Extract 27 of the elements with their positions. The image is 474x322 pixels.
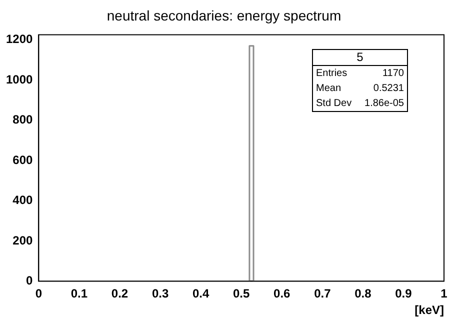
y-tick-label: 600 xyxy=(12,152,34,167)
x-tick-label: 0.2 xyxy=(111,286,128,301)
y-tick-label: 0 xyxy=(26,274,34,288)
annotation: 1.86e-05 xyxy=(364,97,404,110)
annotation: Mean xyxy=(316,82,342,95)
x-tick-label: 0.3 xyxy=(152,286,169,301)
y-tick-label: 1000 xyxy=(6,72,34,86)
y-tick-label: 1200 xyxy=(6,32,34,46)
x-tick-label: 0.9 xyxy=(395,286,412,301)
x-tick-label: 0.6 xyxy=(274,286,291,301)
y-tick-label: 200 xyxy=(12,233,34,248)
annotation: 5 xyxy=(313,50,407,66)
x-tick-label: 0.5 xyxy=(233,286,250,301)
x-tick-label: 0.1 xyxy=(70,286,88,301)
x-axis-title: [keV] xyxy=(414,303,444,318)
y-tick-label: 400 xyxy=(12,193,34,208)
annotation: Entries xyxy=(316,67,348,80)
x-tick-label: 0.8 xyxy=(354,286,372,301)
y-tick-label: 800 xyxy=(12,112,34,127)
annotation: 1170 xyxy=(382,67,404,80)
annotation: Std Dev xyxy=(316,97,352,110)
x-tick-label: 0 xyxy=(35,286,42,301)
x-tick-label: 0.7 xyxy=(314,286,332,301)
chart-title: neutral secondaries: energy spectrum xyxy=(106,7,342,24)
x-tick-label: 0.4 xyxy=(192,286,210,301)
annotation: 0.5231 xyxy=(373,82,404,95)
x-tick-label: 1 xyxy=(440,286,448,301)
